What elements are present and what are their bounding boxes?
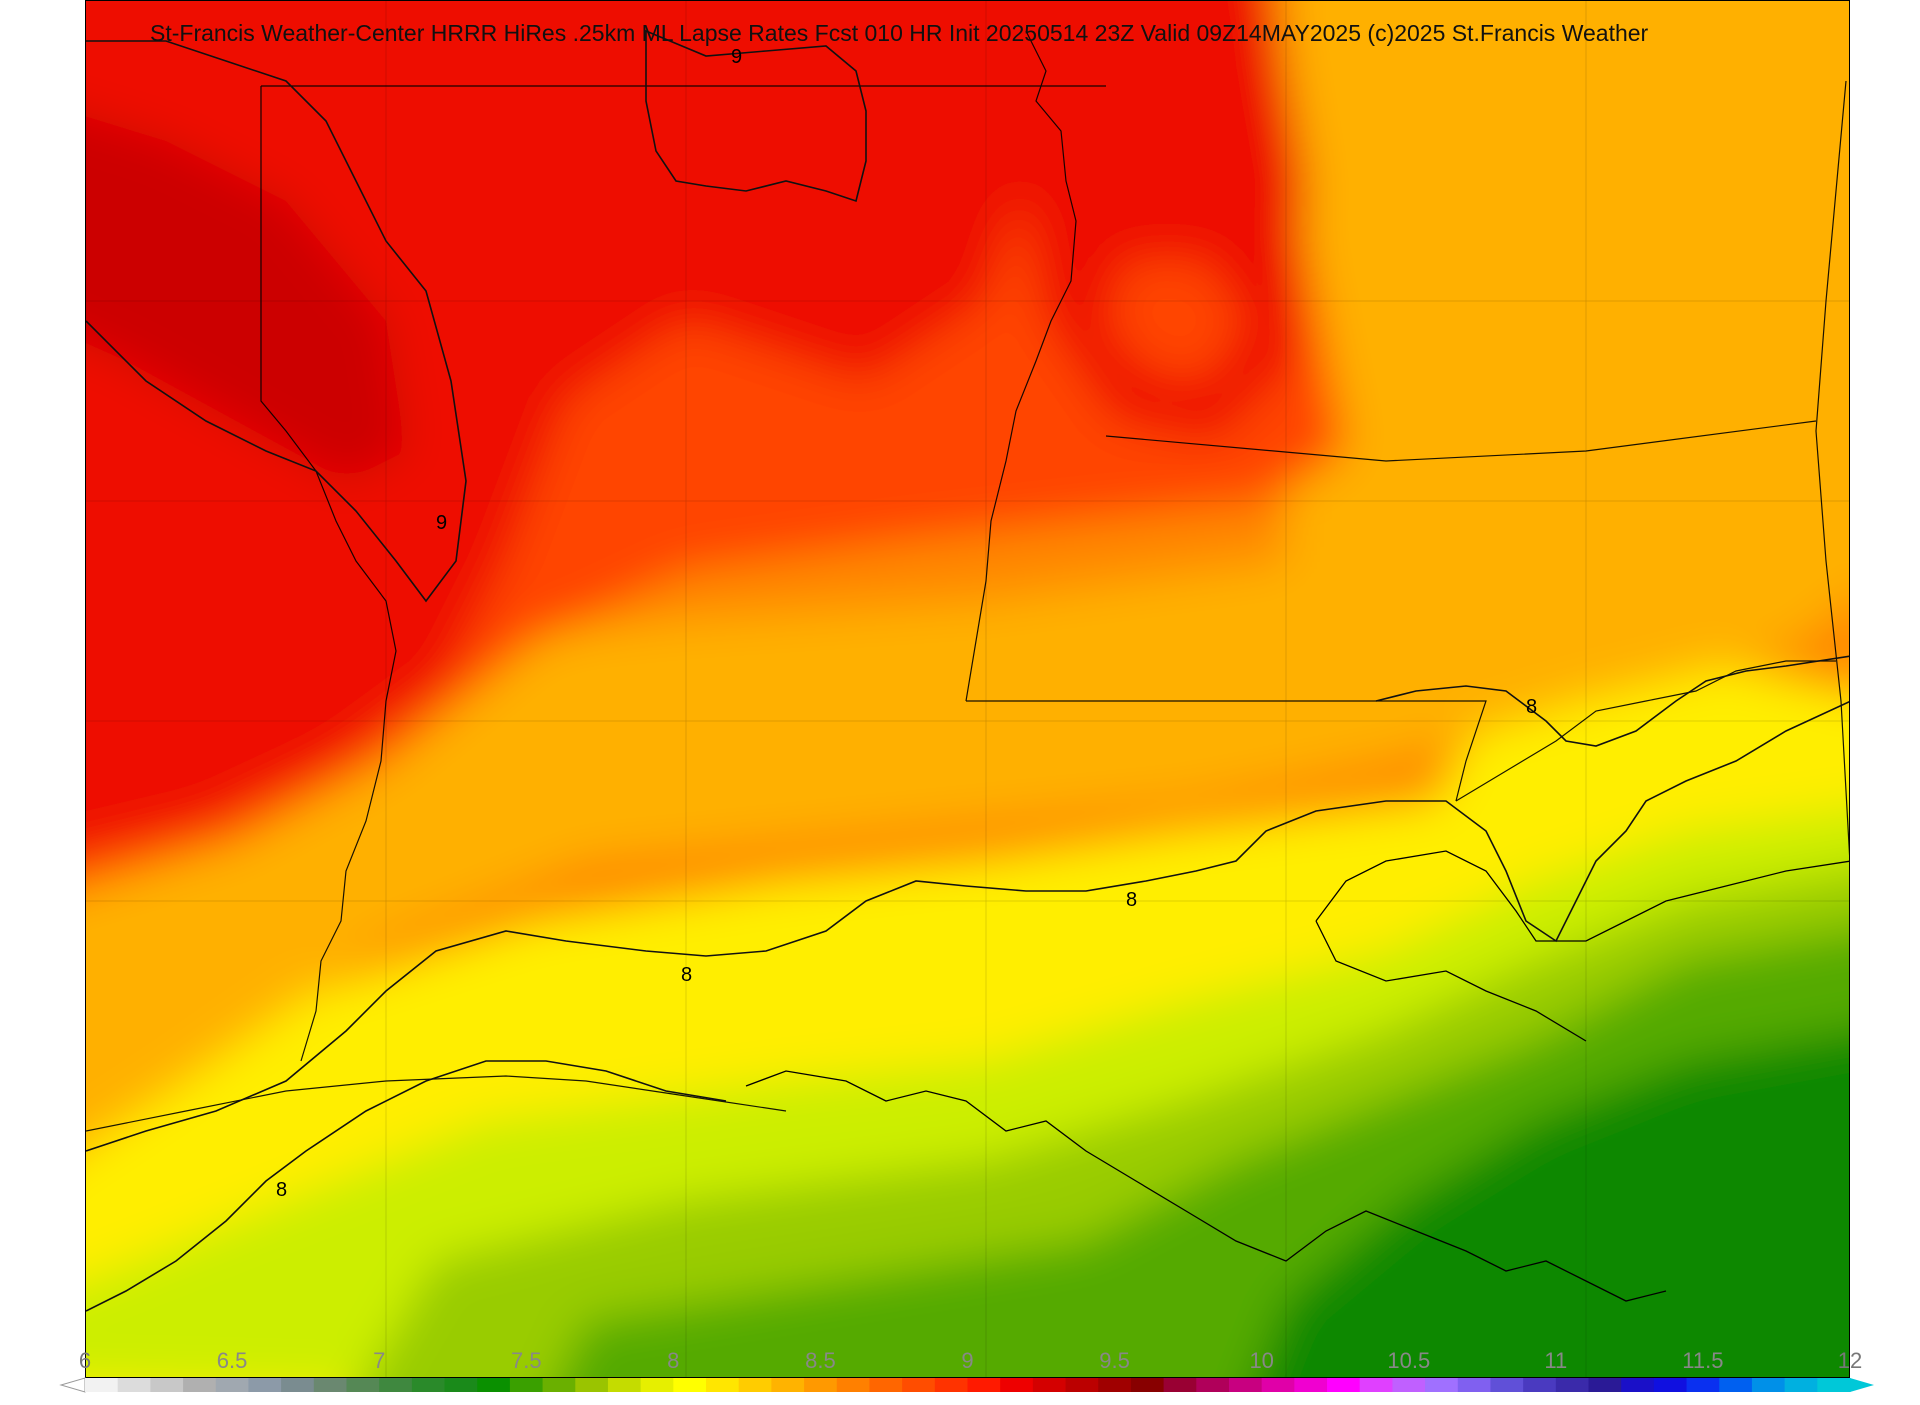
colorbar-segment: [281, 1378, 315, 1392]
contour-9-north: [645, 29, 867, 203]
colorbar-segment: [1000, 1378, 1034, 1392]
colorbar-segment: [738, 1378, 772, 1392]
colorbar-segment: [1228, 1378, 1263, 1392]
field-red: [86, 1, 1046, 850]
contour-label-8-center: 8: [1126, 889, 1137, 911]
contour-label-8-west: 8: [681, 964, 692, 986]
colorbar-segment: [706, 1378, 740, 1392]
colorbar-right-arrow: [1850, 1378, 1874, 1392]
field-dark-red: [86, 116, 406, 481]
contour-9-west: [86, 40, 467, 603]
colorbar-tick-label: 8: [667, 1348, 680, 1373]
colorbar-segment: [869, 1378, 903, 1392]
county-lines: [86, 1, 1849, 1377]
colorbar-segment: [150, 1378, 184, 1392]
colorbar-segment: [248, 1378, 282, 1392]
colorbar-segment: [1032, 1378, 1067, 1392]
colorbar-segment: [804, 1378, 838, 1392]
colorbar-svg: [59, 1377, 1874, 1393]
field-amber: [86, 1, 1849, 1148]
colorbar-segment: [607, 1378, 642, 1392]
colorbar-segment: [1653, 1378, 1688, 1392]
colorbar-segment: [1555, 1378, 1590, 1392]
colorbar-segment: [902, 1378, 936, 1392]
colorbar-tick-label: 9.5: [1099, 1348, 1130, 1373]
colorbar-tick-label: 12: [1837, 1348, 1863, 1373]
colorbar-segment: [1817, 1378, 1851, 1392]
map-title: St-Francis Weather-Center HRRR HiRes .25…: [150, 20, 1649, 46]
colorbar-segment: [117, 1378, 151, 1392]
lapse-rate-map: 9 9 8 8 8 8: [86, 1, 1849, 1377]
colorbar-segment: [1719, 1378, 1753, 1392]
contour-label-9-west: 9: [436, 512, 447, 534]
colorbar-segment: [1327, 1378, 1361, 1392]
colorbar-tick-label: 7.5: [511, 1348, 542, 1373]
colorbar-segment: [967, 1378, 1001, 1392]
contour-label-9-north: 9: [731, 46, 742, 68]
colorbar-segment: [1425, 1378, 1459, 1392]
colorbar-tick-label: 7: [373, 1348, 386, 1373]
colorbar-segment: [1686, 1378, 1720, 1392]
colorbar-segment: [444, 1378, 478, 1392]
colorbar-segment: [1098, 1378, 1132, 1392]
field-orange-red-core: [1106, 261, 1246, 381]
colorbar-tick-label: 11: [1544, 1348, 1568, 1373]
colorbar-tick-label: 9: [961, 1348, 974, 1373]
colorbar-segment: [183, 1378, 217, 1392]
state-boundaries: [86, 30, 1849, 1132]
colorbar-segment: [1392, 1378, 1426, 1392]
contour-8-east: [1375, 655, 1849, 747]
colorbar-segment: [1751, 1378, 1786, 1392]
colorbar-segment: [1621, 1378, 1655, 1392]
colorbar-segment: [542, 1378, 576, 1392]
colorbar-segment: [771, 1378, 805, 1392]
colorbar-segment: [1784, 1378, 1818, 1392]
map-panel: 9 9 8 8 8 8: [85, 0, 1850, 1378]
colorbar-segment: [1294, 1378, 1328, 1392]
colorbar-segment: [379, 1378, 413, 1392]
contour-8-southwest: [86, 1060, 727, 1312]
contour-label-8-east: 8: [1526, 696, 1537, 718]
colorbar-segment: [1490, 1378, 1524, 1392]
colorbar-segment: [1130, 1378, 1165, 1392]
colorbar-segment: [934, 1378, 969, 1392]
contour-8-main: [86, 701, 1849, 1152]
colorbar-segment: [509, 1378, 544, 1392]
colorbar-segment: [1163, 1378, 1197, 1392]
colorbar-segment: [313, 1378, 348, 1392]
colorbar-left-arrow: [59, 1377, 86, 1393]
contour-lines: [86, 29, 1849, 1312]
contour-label-8-southwest: 8: [276, 1179, 287, 1201]
coastline: [745, 850, 1849, 1302]
colorbar-segment: [477, 1378, 511, 1392]
colorbar-segment: [673, 1378, 707, 1392]
colorbar: [30, 1340, 1880, 1400]
field-dark-green: [1256, 1031, 1849, 1377]
colorbar-segment: [215, 1378, 250, 1392]
colorbar-tick-label: 8.5: [805, 1348, 836, 1373]
colorbar-tick-label: 10: [1249, 1348, 1274, 1373]
colorbar-segment: [836, 1378, 871, 1392]
colorbar-segment: [1523, 1378, 1557, 1392]
colorbar-tick-label: 6.5: [216, 1348, 248, 1373]
colorbar-segment: [411, 1378, 446, 1392]
colorbar-segment: [1359, 1378, 1394, 1392]
colorbar-segment: [346, 1378, 380, 1392]
colorbar-segment: [1457, 1378, 1492, 1392]
colorbar-tick-label: 6: [78, 1348, 92, 1373]
colorbar-segment: [85, 1378, 119, 1392]
colorbar-segment: [1588, 1378, 1622, 1392]
colorbar-segment: [1196, 1378, 1230, 1392]
colorbar-segment: [1065, 1378, 1099, 1392]
colorbar-tick-label: 10.5: [1387, 1348, 1431, 1373]
contour-labels: 9 9 8 8 8 8: [276, 46, 1537, 1201]
colorbar-segment: [640, 1378, 674, 1392]
colorbar-segment: [575, 1378, 609, 1392]
colorbar-segment: [1261, 1378, 1295, 1392]
colorbar-tick-label: 11.5: [1682, 1348, 1724, 1373]
